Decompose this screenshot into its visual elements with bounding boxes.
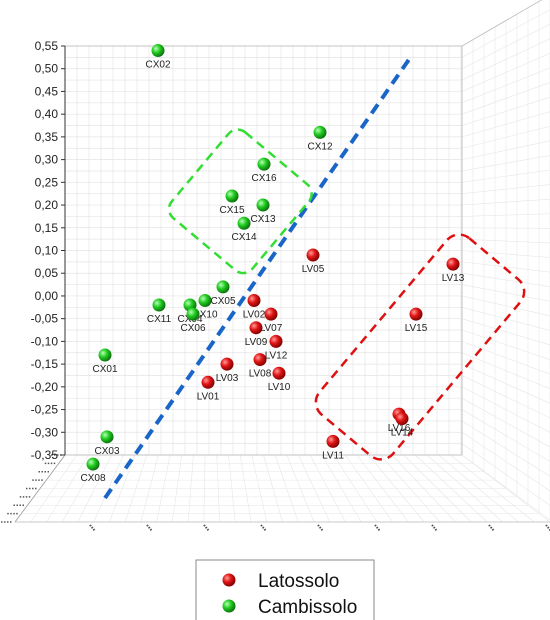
point-label-cx03: CX03 xyxy=(94,446,119,457)
point-label-cx15: CX15 xyxy=(219,205,244,216)
y-tick-label: 0,10 xyxy=(35,244,59,258)
point-lv13 xyxy=(446,257,460,271)
point-cx01 xyxy=(98,348,112,362)
legend-marker-cambissolo xyxy=(222,599,236,613)
point-label-lv08: LV08 xyxy=(249,369,272,380)
y-tick-label: -0,30 xyxy=(31,425,59,439)
point-cx12 xyxy=(313,125,327,139)
y-tick-label: 0,15 xyxy=(35,221,59,235)
y-tick-label: 0,35 xyxy=(35,130,59,144)
point-label-cx05: CX05 xyxy=(210,296,235,307)
point-label-lv13: LV13 xyxy=(442,273,465,284)
point-label-cx02: CX02 xyxy=(145,60,170,71)
point-cx02 xyxy=(151,44,165,58)
point-label-cx12: CX12 xyxy=(307,141,332,152)
point-label-cx14: CX14 xyxy=(231,232,256,243)
point-label-lv07: LV07 xyxy=(260,323,283,334)
point-label-cx01: CX01 xyxy=(92,364,117,375)
y-tick-label: 0,05 xyxy=(35,266,59,280)
y-tick-label: 0,45 xyxy=(35,84,59,98)
y-tick-label: -0,10 xyxy=(31,334,59,348)
point-lv09 xyxy=(249,321,263,335)
y-tick-label: 0,00 xyxy=(35,289,59,303)
point-label-lv15: LV15 xyxy=(405,323,428,334)
point-label-lv01: LV01 xyxy=(197,391,220,402)
point-cx14 xyxy=(237,216,251,230)
point-label-lv12: LV12 xyxy=(265,350,288,361)
point-label-lv09: LV09 xyxy=(245,337,268,348)
floor-grid xyxy=(1,454,550,532)
point-label-cx06: CX06 xyxy=(180,323,205,334)
point-cx06 xyxy=(186,307,200,321)
point-label-lv10: LV10 xyxy=(268,382,291,393)
data-points: LV01 LV02 LV03 LV05 LV07 LV08 LV09 LV12 LV10 LV11… xyxy=(80,44,465,484)
point-cx16 xyxy=(257,157,271,171)
y-tick-label: -0,25 xyxy=(31,403,59,417)
y-tick-label: 0,25 xyxy=(35,175,59,189)
point-lv12 xyxy=(269,334,283,348)
point-label-lv02: LV02 xyxy=(243,309,266,320)
legend-marker-latossolo xyxy=(222,573,236,587)
y-axis: 0,55 0,50 0,45 0,40 0,35 0,30 0,25 0,20 0,15 0,10… xyxy=(31,39,66,462)
point-label-cx13: CX13 xyxy=(250,214,275,225)
y-tick-label: 0,30 xyxy=(35,153,59,167)
legend-label-latossolo: Latossolo xyxy=(258,571,339,592)
point-lv07 xyxy=(264,307,278,321)
point-label-lv11: LV11 xyxy=(322,450,344,461)
point-label-lv05: LV05 xyxy=(302,264,325,275)
point-cx13 xyxy=(256,198,270,212)
point-lv11 xyxy=(326,434,340,448)
latossolo-cluster-box xyxy=(314,233,526,461)
point-label-cx11: CX11 xyxy=(147,314,172,325)
point-cx11 xyxy=(152,298,166,312)
point-cx15 xyxy=(225,189,239,203)
y-tick-label: -0,20 xyxy=(31,380,59,394)
point-cx08 xyxy=(86,457,100,471)
right-wall-grid xyxy=(461,0,550,521)
point-lv14 xyxy=(395,412,409,426)
point-label-cx08: CX08 xyxy=(80,473,105,484)
point-lv08 xyxy=(253,353,267,367)
legend-label-cambissolo: Cambissolo xyxy=(258,597,357,618)
point-lv02 xyxy=(247,293,261,307)
y-tick-label: -0,15 xyxy=(31,357,59,371)
legend: Latossolo Cambissolo xyxy=(195,559,375,620)
y-tick-label: 0,20 xyxy=(35,198,59,212)
point-cx03 xyxy=(100,430,114,444)
point-label-lv03: LV03 xyxy=(216,373,239,384)
annotations xyxy=(103,56,526,500)
point-cx05 xyxy=(216,280,230,294)
cambissolo-cluster-box xyxy=(167,128,313,275)
point-lv05 xyxy=(306,248,320,262)
point-cx10 xyxy=(198,293,212,307)
point-lv15 xyxy=(409,307,423,321)
point-lv10 xyxy=(272,366,286,380)
point-lv01 xyxy=(201,375,215,389)
y-tick-label: -0,05 xyxy=(31,312,59,326)
y-tick-label: 0,55 xyxy=(35,39,59,53)
point-lv03 xyxy=(220,357,234,371)
point-label-lv16: LV16 xyxy=(388,423,411,434)
y-tick-label: 0,50 xyxy=(35,62,59,76)
y-tick-label: -0,35 xyxy=(31,448,59,462)
point-label-lv14: LV14 xyxy=(391,428,414,439)
back-wall-grid xyxy=(64,45,463,456)
y-tick-label: 0,40 xyxy=(35,107,59,121)
point-label-cx10: CX10 xyxy=(192,309,217,320)
point-label-cx16: CX16 xyxy=(251,173,276,184)
